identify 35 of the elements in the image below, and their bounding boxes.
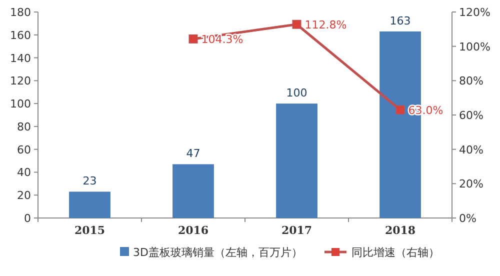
point (188, 34, 198, 44)
bar (276, 104, 318, 218)
x-tick-label: 2018 (384, 224, 416, 237)
x-tick-label: 2015 (74, 224, 106, 237)
y-tick-label: 140 (10, 52, 31, 65)
y2-tick-label: 80% (459, 74, 484, 88)
y-tick-label: 160 (10, 28, 31, 42)
legend-label: 3D盖板玻璃销量（左轴，百万片） (133, 246, 302, 259)
data-label: 23 (82, 174, 97, 188)
y-tick-label: 80 (17, 120, 31, 134)
data-label: 47 (186, 147, 200, 160)
data-label: 100 (286, 86, 308, 100)
y2-tick-label: 0% (459, 212, 476, 225)
legend-label: 同比增速（右轴） (351, 246, 440, 259)
point (396, 105, 405, 114)
y2-tick-label: 120% (459, 6, 490, 19)
y-tick-label: 60 (17, 143, 31, 156)
data-label: 112.8% (304, 18, 347, 32)
y-tick-label: 20 (17, 189, 31, 202)
x-tick-label: 2016 (178, 224, 209, 237)
data-label: 163 (390, 14, 411, 28)
point (292, 20, 302, 29)
y-tick-label: 0 (24, 212, 31, 225)
y-tick-label: 180 (10, 6, 31, 19)
y2-tick-label: 100% (459, 40, 490, 54)
bar (172, 164, 214, 218)
data-label: 104.3% (201, 32, 244, 46)
y-tick-label: 100 (10, 98, 31, 111)
y-tick-label: 120 (10, 74, 31, 88)
y2-tick-label: 60% (459, 109, 484, 122)
x-tick-label: 2017 (281, 224, 312, 237)
bar (69, 192, 110, 218)
y2-tick-label: 40% (459, 143, 484, 156)
y2-tick-label: 20% (459, 178, 484, 191)
y-tick-label: 40 (17, 166, 31, 180)
